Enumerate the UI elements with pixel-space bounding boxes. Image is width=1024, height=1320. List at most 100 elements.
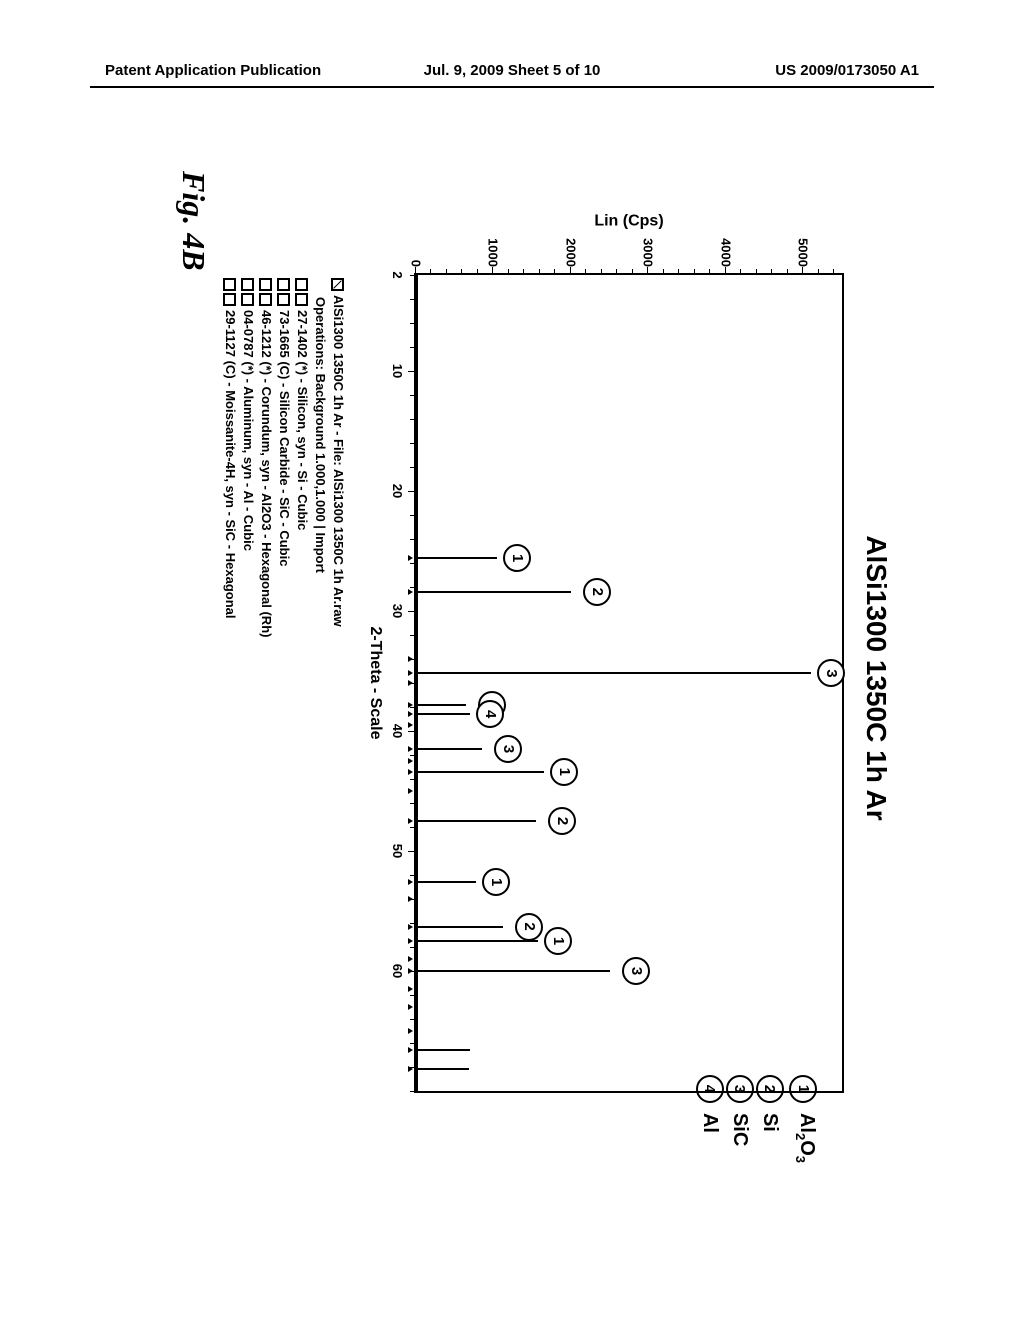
phase-legend: 1Al2O32 Si3 SiC4 Al bbox=[695, 1075, 822, 1163]
metadata-text: Operations: Background 1.000,1.000 | Imp… bbox=[311, 297, 329, 573]
legend-symbol: 3 bbox=[726, 1075, 754, 1103]
reference-marker-icon bbox=[408, 702, 413, 708]
reference-marker-icon bbox=[408, 1004, 413, 1010]
y-tick-minor bbox=[508, 269, 509, 273]
pattern-swatch-icon bbox=[242, 278, 255, 291]
pattern-swatch-icon bbox=[260, 293, 273, 306]
y-tick-minor bbox=[492, 269, 493, 273]
y-tick-minor bbox=[415, 269, 416, 273]
reference-marker-icon bbox=[408, 656, 413, 662]
legend-row: 1Al2O3 bbox=[785, 1075, 822, 1163]
pattern-swatch-icon bbox=[224, 278, 237, 291]
reference-marker-icon bbox=[408, 986, 413, 992]
figure: AlSi1300 1350C 1h Ar Lin (Cps) 2-Theta -… bbox=[132, 153, 892, 1203]
plot-baseline bbox=[416, 275, 418, 1091]
legend-label: SiC bbox=[725, 1113, 755, 1146]
x-tick-minor bbox=[410, 611, 414, 612]
peak-label-circle: 2 bbox=[583, 578, 611, 606]
y-tick-label: 1000 bbox=[486, 219, 501, 267]
xrd-peak bbox=[416, 748, 482, 750]
legend-label: Si bbox=[755, 1113, 785, 1132]
y-tick-minor bbox=[446, 269, 447, 273]
y-tick-minor bbox=[802, 269, 803, 273]
legend-symbol: 2 bbox=[756, 1075, 784, 1103]
figure-rotated-wrap: AlSi1300 1350C 1h Ar Lin (Cps) 2-Theta -… bbox=[132, 153, 892, 1203]
reference-marker-icon bbox=[408, 1066, 413, 1072]
x-tick-minor bbox=[410, 275, 414, 276]
x-tick-label: 20 bbox=[390, 484, 405, 498]
y-tick-minor bbox=[678, 269, 679, 273]
y-tick-minor bbox=[740, 269, 741, 273]
y-tick-minor bbox=[756, 269, 757, 273]
x-tick-minor bbox=[410, 347, 414, 348]
xrd-peak bbox=[416, 771, 544, 773]
x-tick-minor bbox=[410, 515, 414, 516]
y-tick-minor bbox=[554, 269, 555, 273]
pattern-swatch-icon bbox=[278, 293, 291, 306]
pattern-swatch-icon bbox=[332, 278, 345, 291]
xrd-peak bbox=[416, 970, 610, 972]
legend-symbol: 4 bbox=[696, 1075, 724, 1103]
y-tick-minor bbox=[771, 269, 772, 273]
xrd-peak bbox=[416, 672, 811, 674]
pattern-swatch-icon bbox=[242, 293, 255, 306]
page: Patent Application Publication Jul. 9, 2… bbox=[0, 0, 1024, 1320]
peak-label-circle: 3 bbox=[494, 735, 522, 763]
metadata-text: 73-1665 (C) - Silicon Carbide - SiC - Cu… bbox=[275, 310, 293, 566]
x-tick-minor bbox=[410, 635, 414, 636]
peak-label-circle: 4 bbox=[476, 700, 504, 728]
x-tick-minor bbox=[410, 323, 414, 324]
reference-marker-icon bbox=[408, 589, 413, 595]
xrd-peak bbox=[416, 591, 571, 593]
xrd-peak bbox=[416, 940, 538, 942]
y-tick-minor bbox=[601, 269, 602, 273]
legend-label: Al bbox=[695, 1113, 725, 1133]
y-tick-minor bbox=[616, 269, 617, 273]
y-tick-minor bbox=[709, 269, 710, 273]
y-tick-minor bbox=[818, 269, 819, 273]
x-tick-minor bbox=[410, 803, 414, 804]
metadata-text: 04-0787 (*) - Aluminum, syn - Al - Cubic bbox=[239, 310, 257, 551]
peak-label-circle: 3 bbox=[817, 659, 845, 687]
header-center: Jul. 9, 2009 Sheet 5 of 10 bbox=[424, 62, 601, 79]
x-tick-minor bbox=[410, 491, 414, 492]
y-tick-minor bbox=[585, 269, 586, 273]
y-tick-minor bbox=[431, 269, 432, 273]
x-tick-minor bbox=[410, 851, 414, 852]
metadata-text: 27-1402 (*) - Silicon, syn - Si - Cubic bbox=[293, 310, 311, 530]
peak-label-circle: 2 bbox=[548, 807, 576, 835]
reference-marker-icon bbox=[408, 746, 413, 752]
x-tick-minor bbox=[410, 827, 414, 828]
x-tick-minor bbox=[410, 779, 414, 780]
metadata-text: 29-1127 (C) - Moissanite-4H, syn - SiC -… bbox=[221, 310, 239, 618]
reference-marker-icon bbox=[408, 680, 413, 686]
legend-row: 2 Si bbox=[755, 1075, 785, 1163]
y-tick-minor bbox=[461, 269, 462, 273]
y-tick-minor bbox=[647, 269, 648, 273]
reference-marker-icon bbox=[408, 896, 413, 902]
x-tick-minor bbox=[410, 467, 414, 468]
legend-label: Al2O3 bbox=[785, 1113, 822, 1163]
x-tick-minor bbox=[410, 875, 414, 876]
x-tick-minor bbox=[410, 563, 414, 564]
peak-label-circle: 1 bbox=[503, 544, 531, 572]
peak-label-circle: 1 bbox=[550, 758, 578, 786]
peak-label-circle: 1 bbox=[544, 927, 572, 955]
reference-marker-icon bbox=[408, 924, 413, 930]
y-tick-minor bbox=[725, 269, 726, 273]
y-tick-label: 0 bbox=[409, 219, 424, 267]
y-tick-minor bbox=[523, 269, 524, 273]
metadata-line: 29-1127 (C) - Moissanite-4H, syn - SiC -… bbox=[221, 278, 239, 1088]
x-tick-minor bbox=[410, 419, 414, 420]
figure-caption: Fig. 4B bbox=[175, 171, 212, 271]
metadata-text: AlSi1300 1350C 1h Ar - File: AlSi1300 13… bbox=[329, 295, 347, 627]
x-tick-minor bbox=[410, 395, 414, 396]
reference-marker-icon bbox=[408, 758, 413, 764]
metadata-line: 27-1402 (*) - Silicon, syn - Si - Cubic bbox=[293, 278, 311, 1088]
legend-row: 3 SiC bbox=[725, 1075, 755, 1163]
x-tick-label: 40 bbox=[390, 724, 405, 738]
y-tick-label: 4000 bbox=[718, 219, 733, 267]
x-tick-minor bbox=[410, 371, 414, 372]
reference-marker-icon bbox=[408, 968, 413, 974]
peak-label-circle: 1 bbox=[482, 868, 510, 896]
